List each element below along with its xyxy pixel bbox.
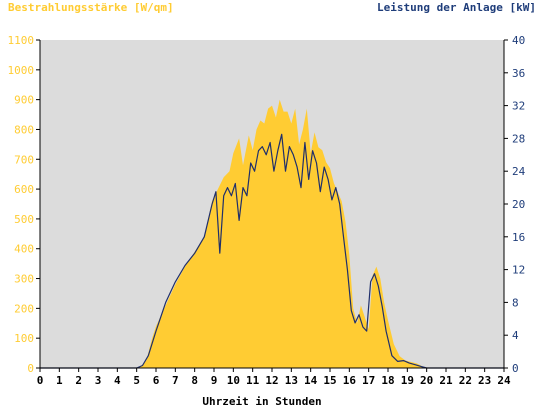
- irradiance-area-layer: [40, 99, 504, 368]
- y-right-tick-label: 32: [512, 100, 525, 113]
- x-tick-label: 14: [304, 374, 318, 387]
- x-tick-label: 15: [323, 374, 336, 387]
- x-tick-label: 24: [497, 374, 511, 387]
- y-left-tick-label: 400: [14, 243, 34, 256]
- y-right-tick-label: 12: [512, 264, 525, 277]
- y-right-tick-label: 20: [512, 198, 525, 211]
- y-left-tick-label: 900: [14, 94, 34, 107]
- x-tick-label: 11: [246, 374, 260, 387]
- x-tick-label: 13: [285, 374, 298, 387]
- x-tick-label: 1: [56, 374, 63, 387]
- x-tick-label: 0: [37, 374, 44, 387]
- irradiance-area: [40, 99, 504, 368]
- x-tick-label: 19: [401, 374, 414, 387]
- x-tick-label: 6: [153, 374, 160, 387]
- x-tick-label: 10: [227, 374, 240, 387]
- power-line: [40, 133, 504, 369]
- x-tick-label: 9: [211, 374, 218, 387]
- y-right-tick-label: 40: [512, 34, 525, 47]
- x-tick-label: 21: [439, 374, 453, 387]
- x-tick-label: 8: [191, 374, 198, 387]
- y-right-tick-label: 0: [512, 362, 519, 375]
- x-tick-label: 20: [420, 374, 433, 387]
- y-left-tick-label: 100: [14, 332, 34, 345]
- x-tick-label: 3: [95, 374, 102, 387]
- y-right-tick-label: 8: [512, 296, 519, 309]
- y-right-tick-label: 4: [512, 329, 519, 342]
- x-tick-label: 16: [343, 374, 357, 387]
- x-tick-label: 7: [172, 374, 179, 387]
- y-left-tick-label: 800: [14, 123, 34, 136]
- y-left-tick-label: 600: [14, 183, 34, 196]
- x-axis-title: Uhrzeit in Stunden: [202, 395, 321, 408]
- right-axis-title: Leistung der Anlage [kW]: [377, 1, 536, 14]
- x-tick-label: 12: [265, 374, 278, 387]
- left-axis-title: Bestrahlungsstärke [W/qm]: [8, 1, 174, 14]
- y-left-tick-label: 1000: [8, 64, 35, 77]
- y-left-tick-label: 1100: [8, 34, 35, 47]
- x-tick-label: 22: [459, 374, 472, 387]
- y-right-tick-label: 24: [512, 165, 526, 178]
- y-left-tick-label: 0: [27, 362, 34, 375]
- x-tick-label: 17: [362, 374, 375, 387]
- x-tick-label: 23: [478, 374, 491, 387]
- power-line-layer: [40, 133, 504, 369]
- x-tick-label: 2: [75, 374, 82, 387]
- y-right-tick-label: 16: [512, 231, 525, 244]
- axes: 0 1 2 3 4 5 6 7 8 9 10 11 12 13 14 15 16 17 18 19 20 21 22 23 24…: [8, 34, 526, 387]
- y-left-tick-label: 700: [14, 153, 34, 166]
- y-left-tick-label: 300: [14, 273, 34, 286]
- y-right-tick-label: 36: [512, 67, 525, 80]
- x-tick-label: 18: [381, 374, 394, 387]
- y-right-tick-label: 28: [512, 132, 525, 145]
- x-tick-label: 5: [133, 374, 140, 387]
- x-tick-label: 4: [114, 374, 121, 387]
- y-left-tick-label: 200: [14, 302, 34, 315]
- y-left-tick-label: 500: [14, 213, 34, 226]
